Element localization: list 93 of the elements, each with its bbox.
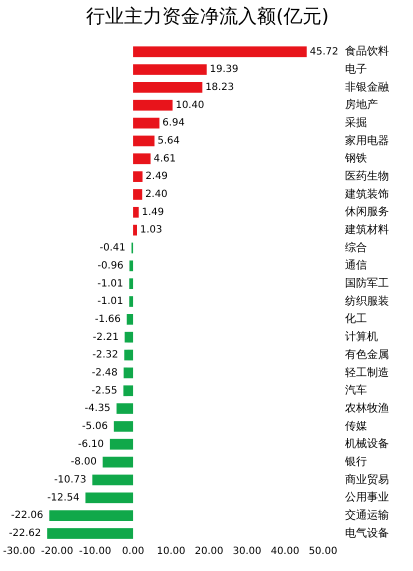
data-label: -6.10 xyxy=(78,438,104,450)
bar xyxy=(126,314,134,325)
y-tick-label: 国防军工 xyxy=(345,276,389,290)
y-tick-label: 非银金融 xyxy=(345,80,389,94)
y-tick-label: 有色金属 xyxy=(345,348,389,361)
bar xyxy=(49,510,134,521)
x-tick-label: 40.00 xyxy=(270,546,300,557)
y-tick-label: 商业贸易 xyxy=(345,472,389,486)
bar xyxy=(110,438,134,450)
data-label: 6.94 xyxy=(162,118,185,129)
y-tick-label: 建筑装饰 xyxy=(344,187,389,200)
bar xyxy=(92,474,134,486)
data-label: -0.96 xyxy=(98,260,124,272)
x-tick-label: 30.00 xyxy=(232,546,262,557)
bar xyxy=(133,153,151,164)
x-tick-label: 50.00 xyxy=(308,546,338,557)
bar xyxy=(129,260,134,272)
bar xyxy=(116,403,134,414)
data-label: 2.49 xyxy=(146,171,168,182)
data-label: -1.01 xyxy=(97,296,124,308)
y-tick-label: 电子 xyxy=(345,62,367,76)
data-label: -2.32 xyxy=(92,350,118,361)
bar xyxy=(133,82,202,93)
bar xyxy=(129,296,134,307)
data-label: -1.66 xyxy=(94,314,121,325)
y-tick-label: 汽车 xyxy=(345,384,367,397)
data-label: -12.54 xyxy=(47,492,80,504)
y-tick-label: 休闲服务 xyxy=(345,205,389,218)
bar xyxy=(133,118,160,128)
bar xyxy=(133,46,307,58)
data-label: -22.62 xyxy=(8,528,42,540)
data-label: -10.73 xyxy=(54,474,86,486)
bar xyxy=(124,350,134,360)
y-tick-label: 化工 xyxy=(345,312,367,326)
data-label: -2.48 xyxy=(92,367,118,378)
data-label: 1.03 xyxy=(140,224,162,236)
y-tick-label: 建筑材料 xyxy=(344,223,389,236)
data-label: -5.06 xyxy=(82,421,108,432)
bar xyxy=(133,136,154,146)
data-label: 18.23 xyxy=(205,82,234,93)
bar xyxy=(129,278,134,290)
y-tick-label: 交通运输 xyxy=(345,508,389,522)
y-tick-label: 家用电器 xyxy=(345,134,389,147)
x-tick-label: -30.00 xyxy=(2,546,36,557)
y-tick-label: 农林牧渔 xyxy=(345,401,389,414)
y-tick-label: 钢铁 xyxy=(344,152,367,165)
bar xyxy=(123,385,134,396)
bar xyxy=(133,64,207,75)
x-tick-label: 20.00 xyxy=(194,546,224,557)
y-tick-label: 纺织服装 xyxy=(345,294,389,308)
y-tick-label: 计算机 xyxy=(345,330,378,344)
bar xyxy=(133,100,173,111)
bar xyxy=(133,206,139,218)
chart-title: 行业主力资金净流入额(亿元) xyxy=(86,5,329,28)
data-label: 2.40 xyxy=(145,189,168,200)
data-label: -2.21 xyxy=(92,332,119,343)
data-label: -8.00 xyxy=(70,456,97,468)
data-label: -0.41 xyxy=(100,242,126,254)
y-tick-label: 公用事业 xyxy=(345,490,389,504)
bar xyxy=(133,224,137,236)
bar xyxy=(114,421,134,432)
data-label: -4.35 xyxy=(84,403,111,414)
y-tick-label: 机械设备 xyxy=(345,437,389,450)
bar xyxy=(124,368,134,378)
y-tick-label: 房地产 xyxy=(345,98,378,112)
data-label: 4.61 xyxy=(154,153,176,164)
y-tick-label: 轻工制造 xyxy=(345,366,389,379)
data-label: -22.06 xyxy=(11,510,44,522)
data-label: 45.72 xyxy=(310,46,338,58)
data-label: -2.55 xyxy=(92,385,118,396)
bar xyxy=(124,332,134,343)
bar xyxy=(133,171,143,182)
y-tick-label: 银行 xyxy=(344,454,367,468)
x-tick-label: -10.00 xyxy=(78,546,112,557)
x-tick-label: 0.00 xyxy=(122,546,144,557)
y-tick-label: 传媒 xyxy=(345,419,367,432)
data-label: -1.01 xyxy=(97,278,124,290)
y-tick-label: 医药生物 xyxy=(345,169,389,182)
y-tick-label: 电气设备 xyxy=(345,526,389,540)
x-tick-label: -20.00 xyxy=(40,546,74,557)
data-label: 10.40 xyxy=(176,100,204,111)
bar xyxy=(47,528,134,539)
bar xyxy=(133,189,142,200)
y-tick-label: 食品饮料 xyxy=(345,44,389,58)
y-tick-label: 通信 xyxy=(345,258,367,272)
bar xyxy=(85,492,134,504)
data-label: 1.49 xyxy=(142,206,164,218)
x-tick-label: 10.00 xyxy=(156,546,186,557)
bar xyxy=(102,456,134,468)
y-tick-label: 采掘 xyxy=(345,116,367,129)
data-label: 5.64 xyxy=(158,136,180,147)
data-label: 19.39 xyxy=(210,64,238,76)
y-tick-label: 综合 xyxy=(345,240,367,254)
